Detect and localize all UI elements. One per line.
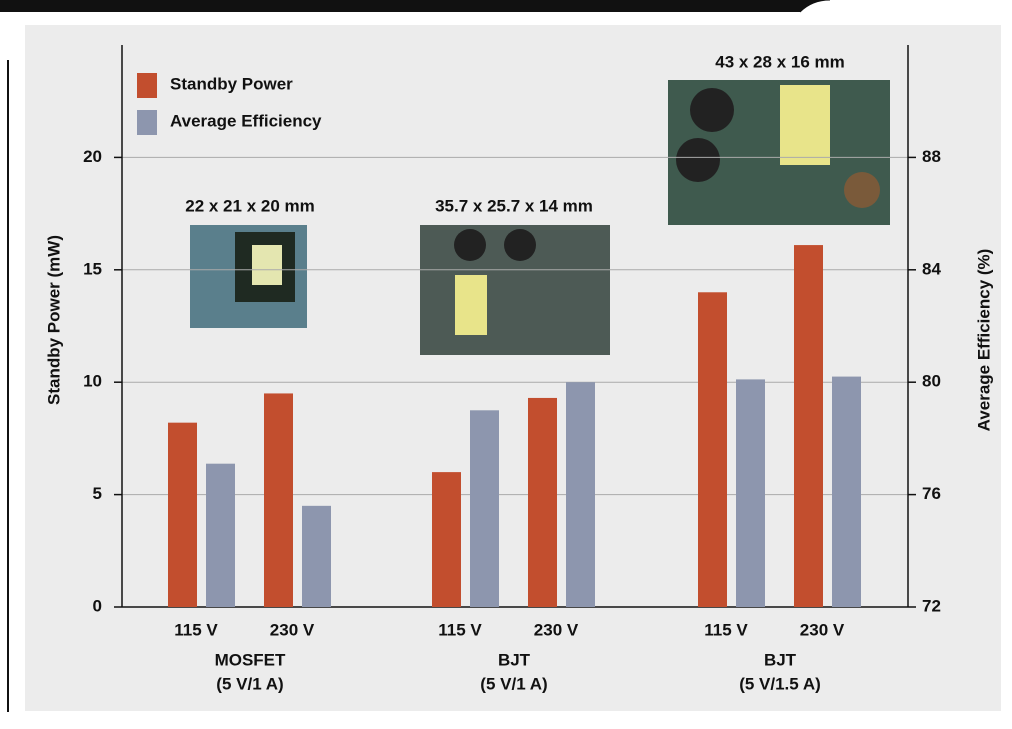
group-spec: (5 V/1 A) bbox=[216, 674, 283, 693]
photo-part bbox=[454, 229, 486, 261]
photo-part bbox=[455, 275, 487, 335]
bar bbox=[302, 506, 331, 607]
y2-tick-label: 84 bbox=[922, 259, 941, 278]
legend-swatch bbox=[137, 73, 157, 98]
legend-label: Average Efficiency bbox=[170, 111, 322, 130]
bar bbox=[698, 292, 727, 607]
y2-tick-label: 76 bbox=[922, 484, 941, 503]
y-tick-label: 20 bbox=[83, 147, 102, 166]
y2-axis-title: Average Efficiency (%) bbox=[974, 249, 993, 432]
bar bbox=[206, 464, 235, 607]
y2-tick-label: 72 bbox=[922, 596, 941, 615]
photo-part bbox=[844, 172, 880, 208]
bar bbox=[528, 398, 557, 607]
bar bbox=[794, 245, 823, 607]
legend-label: Standby Power bbox=[170, 74, 293, 93]
group-label: MOSFET bbox=[215, 650, 286, 669]
x-tick-label: 115 V bbox=[704, 620, 748, 639]
y-axis-title: Standby Power (mW) bbox=[44, 235, 63, 405]
size-annotation: 43 x 28 x 16 mm bbox=[715, 52, 844, 71]
y2-tick-label: 88 bbox=[922, 147, 941, 166]
bar bbox=[566, 382, 595, 607]
group-spec: (5 V/1 A) bbox=[480, 674, 547, 693]
group-label: BJT bbox=[498, 650, 531, 669]
chart: Standby Power (mW) Average Efficiency (%… bbox=[0, 0, 1012, 724]
tab bbox=[800, 0, 1012, 12]
bar bbox=[168, 423, 197, 607]
group-spec: (5 V/1.5 A) bbox=[739, 674, 821, 693]
bar bbox=[470, 410, 499, 607]
x-tick-label: 230 V bbox=[800, 620, 845, 639]
x-tick-label: 230 V bbox=[534, 620, 579, 639]
y-tick-label: 15 bbox=[83, 259, 102, 278]
photo-part bbox=[252, 245, 282, 285]
legend-swatch bbox=[137, 110, 157, 135]
bar bbox=[832, 377, 861, 607]
group-label: BJT bbox=[764, 650, 797, 669]
x-tick-label: 230 V bbox=[270, 620, 315, 639]
x-tick-label: 115 V bbox=[438, 620, 482, 639]
size-annotation: 35.7 x 25.7 x 14 mm bbox=[435, 196, 593, 215]
photo-part bbox=[690, 88, 734, 132]
photo-part bbox=[676, 138, 720, 182]
x-tick-label: 115 V bbox=[174, 620, 218, 639]
bar bbox=[736, 379, 765, 607]
photo-part bbox=[504, 229, 536, 261]
bar bbox=[264, 393, 293, 607]
y-tick-label: 0 bbox=[93, 596, 102, 615]
y-tick-label: 10 bbox=[83, 372, 102, 391]
bar bbox=[432, 472, 461, 607]
y-tick-label: 5 bbox=[93, 484, 102, 503]
photo-part bbox=[780, 85, 830, 165]
y2-tick-label: 80 bbox=[922, 372, 941, 391]
size-annotation: 22 x 21 x 20 mm bbox=[185, 196, 314, 215]
